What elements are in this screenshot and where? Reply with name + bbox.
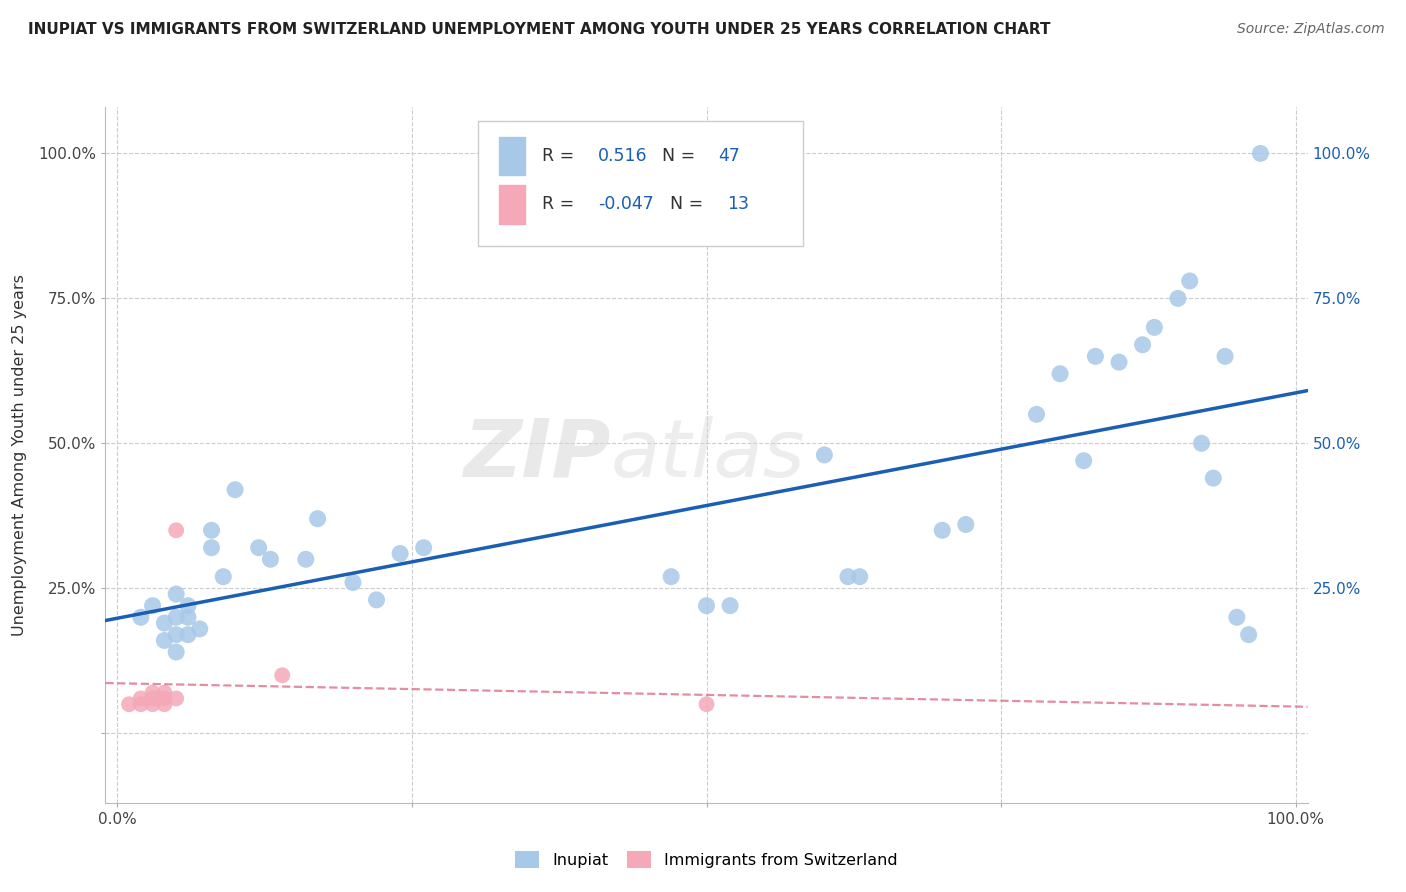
Point — [142, 599, 165, 613]
Point — [1073, 453, 1095, 467]
Point — [118, 698, 141, 712]
Text: 47: 47 — [718, 147, 741, 165]
Point — [129, 698, 152, 712]
Point — [389, 546, 412, 561]
Point — [342, 575, 364, 590]
Point — [212, 570, 235, 584]
Point — [153, 685, 176, 699]
Legend: Inupiat, Immigrants from Switzerland: Inupiat, Immigrants from Switzerland — [509, 845, 904, 875]
Text: atlas: atlas — [610, 416, 806, 494]
Text: 13: 13 — [727, 195, 749, 213]
Point — [1049, 367, 1071, 381]
Text: R =: R = — [541, 147, 579, 165]
Point — [165, 587, 187, 601]
Text: INUPIAT VS IMMIGRANTS FROM SWITZERLAND UNEMPLOYMENT AMONG YOUTH UNDER 25 YEARS C: INUPIAT VS IMMIGRANTS FROM SWITZERLAND U… — [28, 22, 1050, 37]
Point — [696, 599, 718, 613]
Point — [142, 698, 165, 712]
FancyBboxPatch shape — [478, 121, 803, 246]
Point — [1191, 436, 1213, 450]
Text: R =: R = — [541, 195, 579, 213]
Text: Source: ZipAtlas.com: Source: ZipAtlas.com — [1237, 22, 1385, 37]
Point — [200, 541, 222, 555]
Text: N =: N = — [662, 147, 700, 165]
Point — [412, 541, 434, 555]
Point — [129, 691, 152, 706]
Point — [177, 628, 200, 642]
Point — [307, 511, 329, 525]
Point — [1213, 350, 1236, 364]
FancyBboxPatch shape — [499, 186, 524, 224]
Point — [1084, 350, 1107, 364]
Point — [165, 628, 187, 642]
Point — [1132, 338, 1154, 352]
Text: 0.516: 0.516 — [599, 147, 648, 165]
Point — [1178, 274, 1201, 288]
Point — [259, 552, 281, 566]
Point — [200, 523, 222, 537]
Point — [1167, 291, 1189, 305]
Y-axis label: Unemployment Among Youth under 25 years: Unemployment Among Youth under 25 years — [13, 274, 27, 636]
Point — [129, 610, 152, 624]
Point — [1202, 471, 1225, 485]
Point — [955, 517, 977, 532]
Point — [1249, 146, 1271, 161]
Point — [848, 570, 870, 584]
Point — [1108, 355, 1130, 369]
Point — [165, 691, 187, 706]
Point — [659, 570, 682, 584]
Point — [813, 448, 835, 462]
Point — [366, 592, 388, 607]
Point — [153, 615, 176, 630]
Point — [153, 633, 176, 648]
Point — [696, 698, 718, 712]
FancyBboxPatch shape — [499, 136, 524, 175]
Point — [153, 691, 176, 706]
Point — [1237, 628, 1260, 642]
Point — [177, 599, 200, 613]
Point — [165, 645, 187, 659]
Text: -0.047: -0.047 — [599, 195, 654, 213]
Point — [718, 599, 741, 613]
Point — [931, 523, 953, 537]
Text: ZIP: ZIP — [463, 416, 610, 494]
Point — [1226, 610, 1249, 624]
Point — [837, 570, 859, 584]
Point — [247, 541, 270, 555]
Point — [165, 523, 187, 537]
Point — [142, 691, 165, 706]
Point — [177, 610, 200, 624]
Point — [224, 483, 246, 497]
Point — [142, 685, 165, 699]
Point — [165, 610, 187, 624]
Point — [1143, 320, 1166, 334]
Point — [1025, 407, 1047, 422]
Text: N =: N = — [671, 195, 709, 213]
Point — [188, 622, 211, 636]
Point — [271, 668, 294, 682]
Point — [295, 552, 318, 566]
Point — [153, 698, 176, 712]
